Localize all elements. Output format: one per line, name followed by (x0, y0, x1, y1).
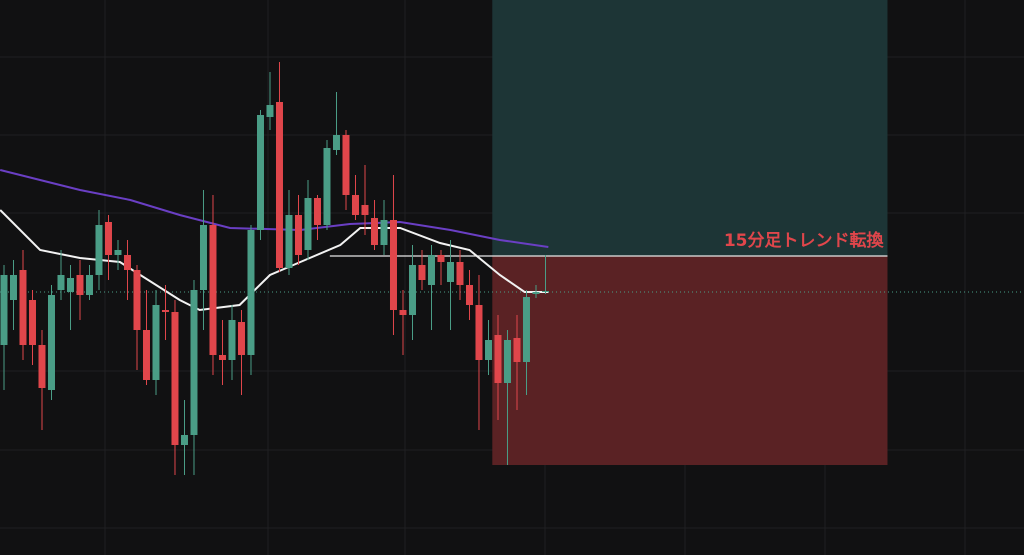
candle-body (465, 285, 473, 305)
candle-body (313, 198, 321, 225)
candle-body (513, 338, 521, 362)
candle-body (361, 205, 369, 215)
candle-body (522, 297, 530, 362)
candle-body (389, 220, 397, 310)
candle-body (28, 300, 36, 345)
candle-body (370, 218, 378, 245)
candle-body (427, 255, 435, 285)
candle-body (38, 345, 46, 388)
candle-body (541, 291, 549, 292)
candle-body (228, 320, 236, 360)
candle-body (95, 225, 103, 275)
candle-body (484, 340, 492, 360)
candle-body (123, 255, 131, 270)
candle-body (351, 195, 359, 215)
candle-body (142, 330, 150, 380)
candle-body (190, 290, 198, 435)
candle-body (237, 322, 245, 355)
candle-body (66, 278, 74, 292)
candle-body (171, 312, 179, 445)
candle-body (114, 250, 122, 255)
candle-body (209, 225, 217, 355)
candle-body (256, 115, 264, 230)
candle-body (342, 135, 350, 195)
candle-body (9, 275, 17, 300)
candle-body (456, 262, 464, 285)
candle-body (418, 265, 426, 280)
candle-body (304, 198, 312, 250)
candle-body (104, 222, 112, 255)
moving-average-line (0, 209, 549, 312)
annotation: 15分足トレンド転換 (724, 230, 885, 251)
candle-body (133, 270, 141, 330)
candle-body (47, 295, 55, 390)
candle-body (294, 215, 302, 255)
candle-body (494, 335, 502, 383)
candle-body (399, 310, 407, 315)
candle-body (218, 355, 226, 360)
candle-body (0, 275, 8, 345)
candle-body (408, 265, 416, 315)
candle-body (19, 270, 27, 345)
candle-body (266, 105, 274, 117)
candle-body (380, 220, 388, 245)
candle-body (532, 292, 540, 294)
candle-body (275, 102, 283, 268)
candle-body (446, 262, 454, 282)
candle-body (323, 148, 331, 225)
candle-body (332, 135, 340, 150)
candle-body (437, 255, 445, 262)
candle-body (161, 310, 169, 312)
candle-body (85, 275, 93, 295)
candle-body (503, 340, 511, 383)
candle-body (180, 435, 188, 445)
candle-body (475, 305, 483, 360)
stop-zone (492, 256, 888, 465)
target-zone (492, 0, 888, 256)
candle-body (285, 215, 293, 268)
moving-average-line (0, 169, 549, 248)
candle-body (152, 305, 160, 380)
candle-body (57, 275, 65, 290)
candle-body (247, 230, 255, 355)
candle-body (199, 225, 207, 290)
candle-body (76, 275, 84, 295)
